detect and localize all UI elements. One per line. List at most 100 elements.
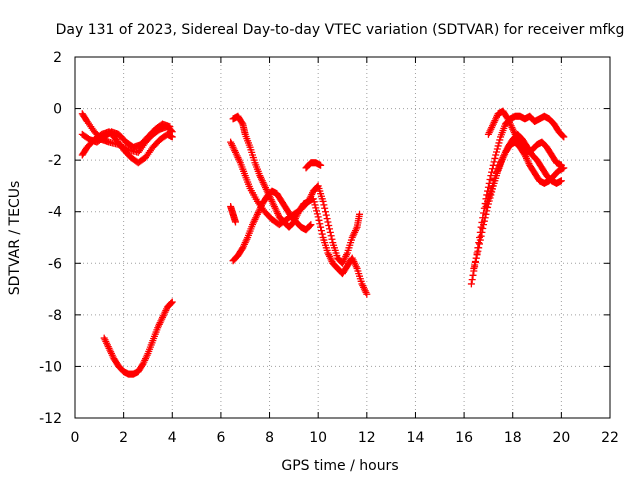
data-point-marker bbox=[311, 201, 319, 209]
x-tick-label: 16 bbox=[455, 430, 473, 446]
data-point-marker bbox=[307, 221, 315, 229]
data-point-marker bbox=[481, 214, 489, 222]
data-point-marker bbox=[326, 228, 334, 236]
data-point-marker bbox=[483, 207, 491, 215]
data-point-marker bbox=[363, 290, 371, 298]
data-point-marker bbox=[317, 161, 325, 169]
data-point-marker bbox=[560, 164, 568, 172]
data-points bbox=[78, 107, 568, 378]
data-point-marker bbox=[476, 236, 484, 244]
series-arc-7 bbox=[229, 187, 315, 265]
data-point-marker bbox=[320, 201, 328, 209]
data-point-marker bbox=[138, 361, 146, 369]
data-point-marker bbox=[325, 221, 333, 229]
data-point-marker bbox=[490, 158, 498, 166]
x-tick-label: 18 bbox=[504, 430, 522, 446]
data-point-marker bbox=[491, 154, 499, 162]
data-point-marker bbox=[475, 240, 483, 248]
y-tick-label: -10 bbox=[39, 359, 62, 375]
y-tick-label: -8 bbox=[48, 308, 62, 324]
data-point-marker bbox=[474, 247, 482, 255]
grid-lines bbox=[75, 57, 610, 418]
y-tick-label: -4 bbox=[48, 205, 62, 221]
series-arc-3 bbox=[78, 120, 174, 151]
x-tick-label: 2 bbox=[119, 430, 128, 446]
data-point-marker bbox=[493, 145, 501, 153]
data-point-marker bbox=[316, 220, 324, 228]
data-point-marker bbox=[323, 215, 331, 223]
data-point-marker bbox=[472, 254, 480, 262]
plot-frame bbox=[74, 56, 611, 419]
x-tick-label: 0 bbox=[71, 430, 80, 446]
x-tick-label: 6 bbox=[216, 430, 225, 446]
y-tick-label: -6 bbox=[48, 256, 62, 272]
data-point-marker bbox=[313, 210, 321, 218]
data-point-marker bbox=[559, 132, 567, 140]
data-point-marker bbox=[520, 150, 528, 158]
data-point-marker bbox=[469, 271, 477, 279]
data-point-marker bbox=[557, 177, 565, 185]
series-arc-13 bbox=[482, 138, 568, 211]
x-tick-label: 8 bbox=[265, 430, 274, 446]
data-point-marker bbox=[314, 213, 322, 221]
data-point-marker bbox=[313, 207, 321, 215]
data-point-marker bbox=[317, 223, 325, 231]
data-point-marker bbox=[480, 221, 488, 229]
data-point-marker bbox=[327, 232, 335, 240]
data-point-marker bbox=[319, 197, 327, 205]
series-arc-6 bbox=[227, 138, 364, 267]
data-point-marker bbox=[232, 218, 239, 226]
data-point-marker bbox=[471, 261, 479, 269]
data-point-marker bbox=[480, 217, 488, 225]
data-point-marker bbox=[318, 230, 326, 238]
data-point-marker bbox=[167, 299, 175, 307]
data-point-marker bbox=[560, 133, 568, 141]
x-tick-label: 22 bbox=[601, 430, 619, 446]
data-point-marker bbox=[321, 208, 329, 216]
axis-ticks bbox=[74, 56, 611, 419]
data-point-marker bbox=[328, 235, 336, 243]
y-tick-label: -2 bbox=[48, 153, 62, 169]
data-point-marker bbox=[468, 276, 476, 284]
data-point-marker bbox=[470, 264, 478, 272]
x-tick-label: 10 bbox=[309, 430, 327, 446]
data-point-marker bbox=[488, 168, 496, 176]
data-point-marker bbox=[317, 227, 325, 235]
data-point-marker bbox=[312, 204, 320, 212]
x-tick-label: 12 bbox=[358, 430, 376, 446]
data-point-marker bbox=[238, 245, 246, 253]
series-arc-9 bbox=[302, 159, 325, 172]
x-tick-label: 14 bbox=[407, 430, 425, 446]
chart-title: Day 131 of 2023, Sidereal Day-to-day VTE… bbox=[56, 22, 625, 38]
data-point-marker bbox=[489, 161, 497, 169]
data-point-marker bbox=[496, 136, 504, 144]
data-point-marker bbox=[471, 258, 479, 266]
data-point-marker bbox=[479, 224, 487, 232]
series-arc-8 bbox=[227, 203, 239, 226]
x-axis-title: GPS time / hours bbox=[281, 458, 398, 474]
y-axis-title: SDTVAR / TECUs bbox=[7, 181, 23, 296]
data-point-marker bbox=[486, 175, 494, 183]
y-tick-label: 0 bbox=[53, 102, 62, 118]
series-arc-12 bbox=[484, 107, 565, 169]
data-point-marker bbox=[166, 123, 174, 131]
data-point-marker bbox=[315, 216, 323, 224]
data-point-marker bbox=[168, 133, 176, 141]
data-point-marker bbox=[306, 221, 314, 229]
data-point-marker bbox=[494, 142, 502, 150]
data-point-marker bbox=[322, 211, 330, 219]
x-tick-label: 4 bbox=[168, 430, 177, 446]
data-point-marker bbox=[478, 228, 486, 236]
data-point-marker bbox=[238, 119, 246, 127]
data-point-marker bbox=[484, 203, 492, 211]
data-point-marker bbox=[492, 151, 500, 159]
data-point-marker bbox=[495, 139, 503, 147]
series-arc-5 bbox=[229, 112, 371, 298]
data-point-marker bbox=[321, 204, 329, 212]
y-tick-label: 2 bbox=[53, 50, 62, 66]
data-point-marker bbox=[473, 251, 481, 259]
data-point-marker bbox=[168, 298, 176, 306]
